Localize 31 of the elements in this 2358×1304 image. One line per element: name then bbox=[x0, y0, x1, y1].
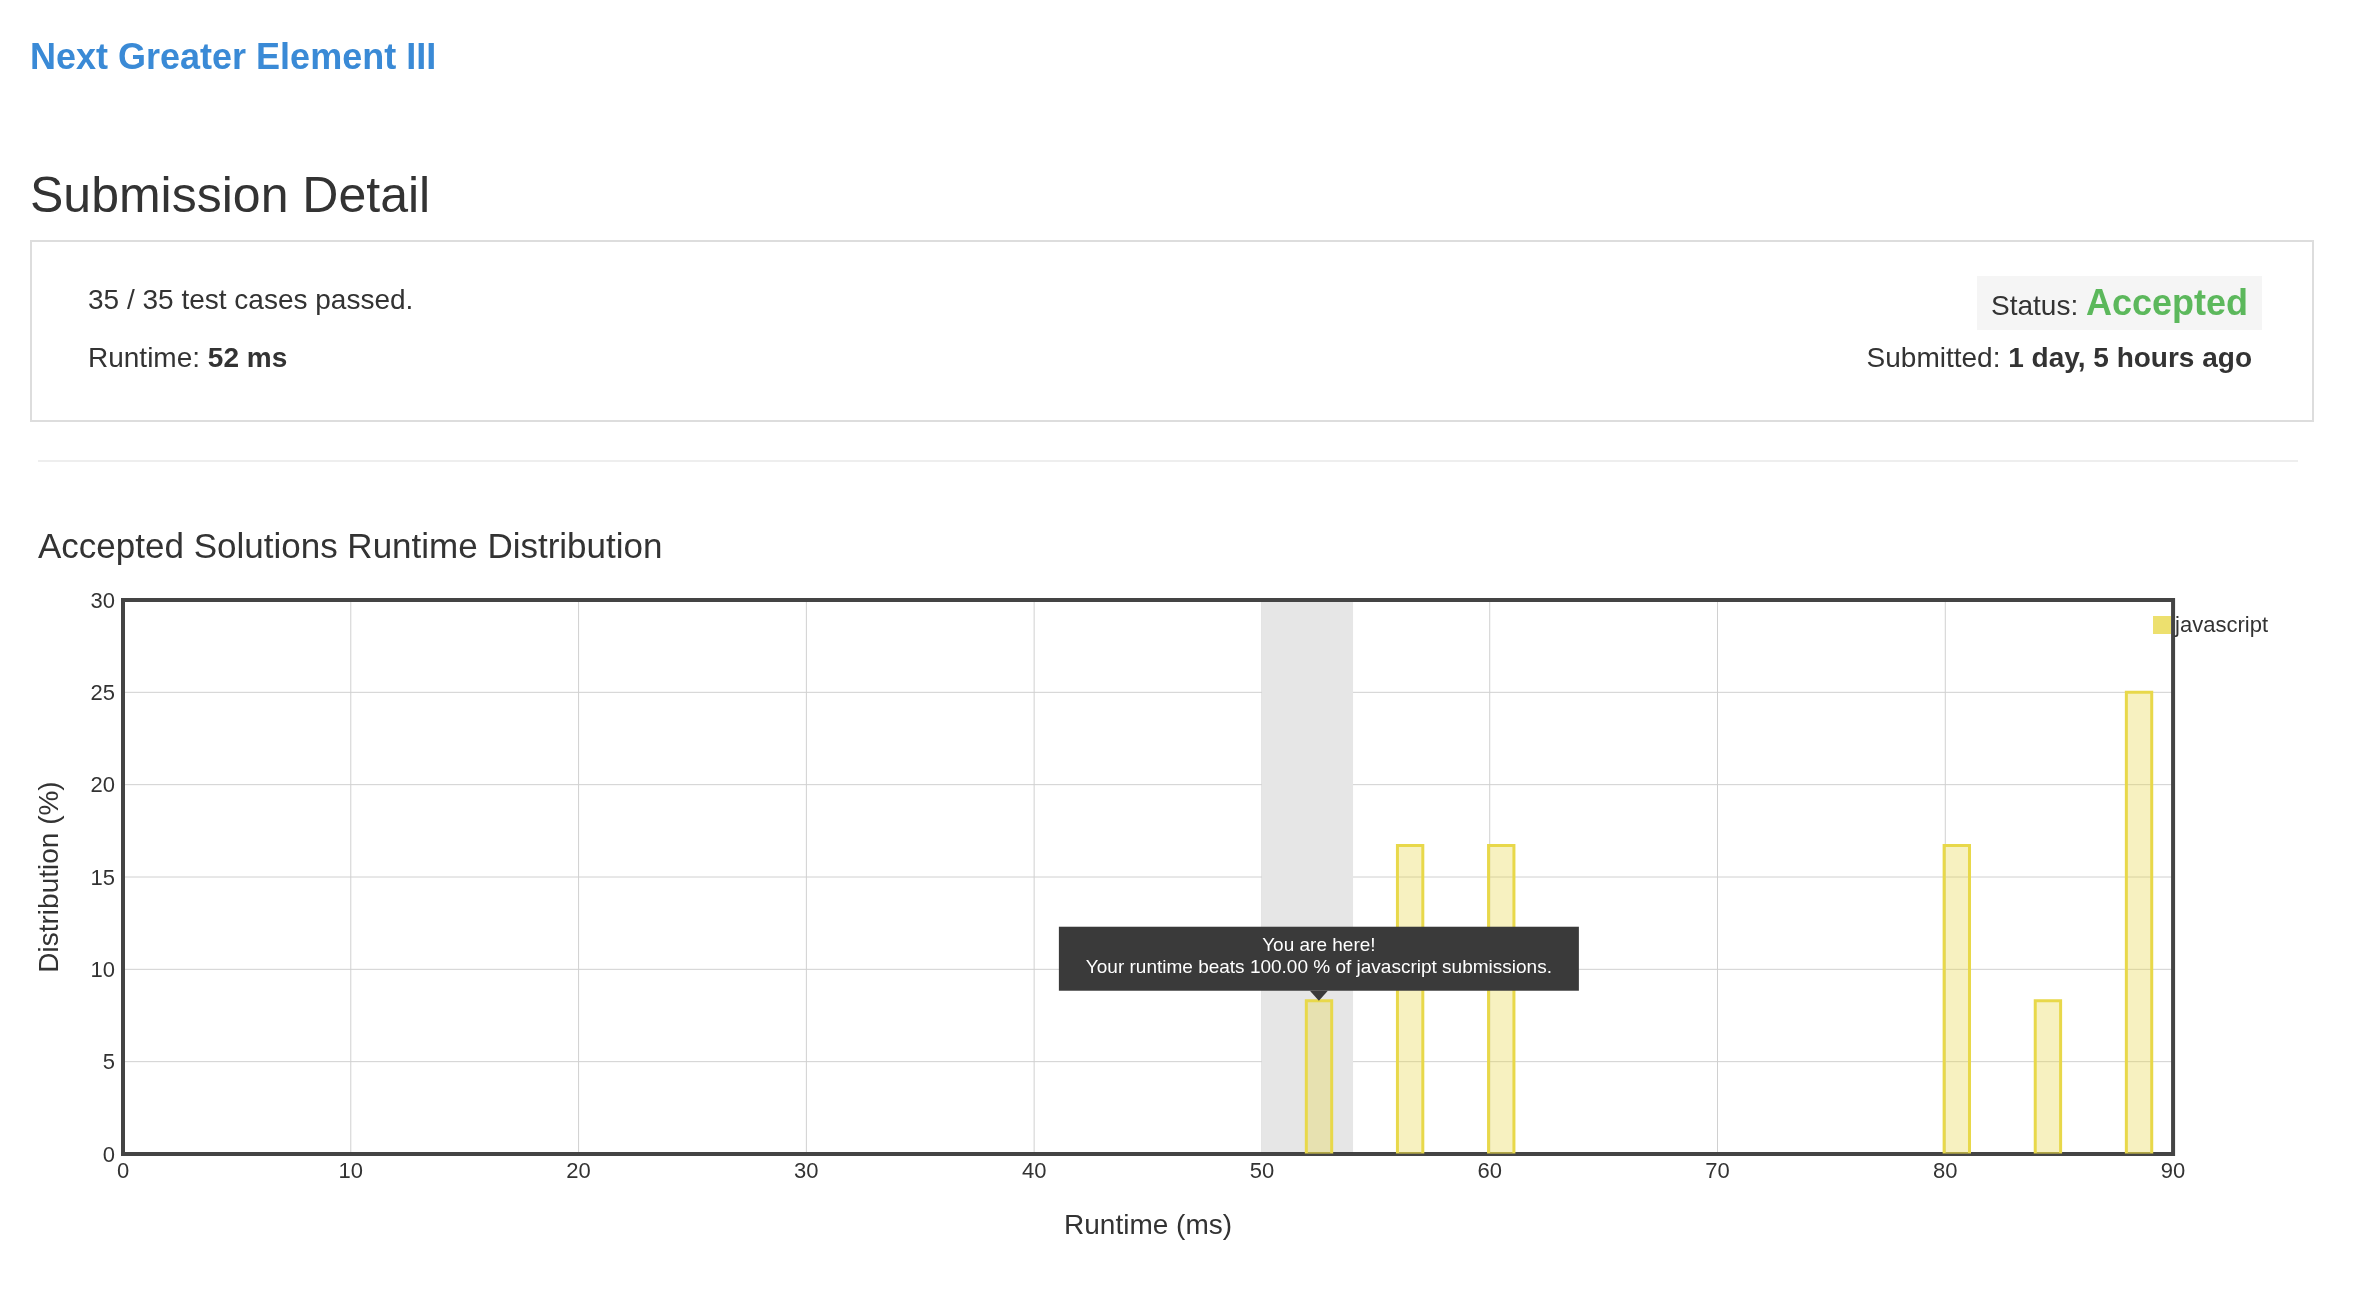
y-tick-label: 30 bbox=[90, 587, 115, 613]
x-tick-label: 30 bbox=[794, 1157, 819, 1183]
y-tick-label: 10 bbox=[90, 957, 115, 983]
y-axis-title: Distribution (%) bbox=[32, 781, 64, 973]
annotation: You are here! Your runtime beats 100.00 % of javascript submissions. bbox=[1085, 933, 1552, 977]
text: Next Greater Element III bbox=[30, 36, 437, 78]
bar bbox=[2124, 690, 2154, 1154]
x-tick-label: 80 bbox=[1933, 1157, 1958, 1183]
y-tick-label: 15 bbox=[90, 864, 115, 890]
x-axis-title: Runtime (ms) bbox=[1064, 1209, 1233, 1240]
x-tick-label: 40 bbox=[1021, 1157, 1047, 1183]
legend-label: javascript bbox=[2175, 612, 2268, 638]
text: Submitted: 1 day, 5 hours ago bbox=[1866, 342, 2252, 373]
chart-title: Accepted Solutions Runtime Distribution bbox=[38, 526, 663, 566]
text: Status: Accepted bbox=[1991, 282, 2248, 323]
text: Runtime: 52 ms bbox=[88, 342, 288, 373]
y-tick-label: 20 bbox=[90, 772, 115, 798]
text: Submission Detail bbox=[30, 166, 431, 224]
y-tick-label: 25 bbox=[90, 680, 115, 706]
x-tick-label: 20 bbox=[566, 1157, 591, 1183]
tooltip-callout: You are here! Your runtime beats 100.00 % of javascript submissions. bbox=[1058, 926, 1579, 1001]
y-tick-label: 0 bbox=[102, 1141, 115, 1167]
x-tick-label: 70 bbox=[1705, 1157, 1730, 1183]
bar bbox=[1942, 844, 1971, 1154]
bar bbox=[2033, 999, 2063, 1154]
x-tick-label: 50 bbox=[1249, 1157, 1275, 1183]
x-tick-label: 60 bbox=[1477, 1157, 1502, 1183]
text: 35 / 35 test cases passed. bbox=[88, 284, 414, 316]
x-tick-label: 10 bbox=[338, 1157, 364, 1183]
x-tick-label: 90 bbox=[2160, 1157, 2186, 1183]
y-tick-label: 5 bbox=[102, 1049, 115, 1075]
